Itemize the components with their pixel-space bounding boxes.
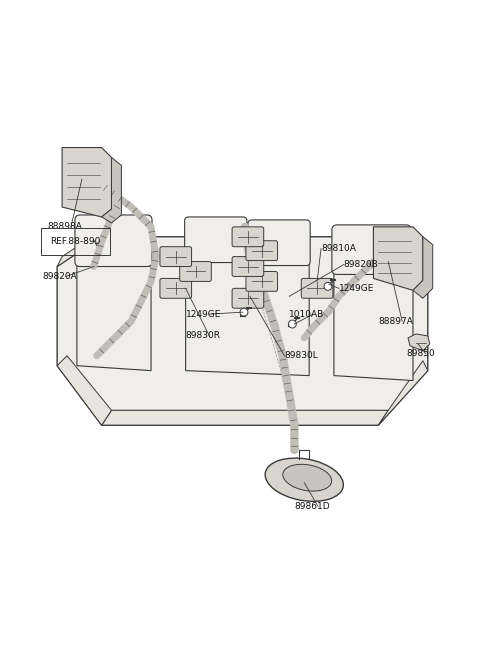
Text: 1249GE: 1249GE: [339, 284, 374, 293]
Polygon shape: [57, 356, 111, 425]
Polygon shape: [77, 262, 151, 371]
Polygon shape: [373, 227, 423, 291]
Ellipse shape: [265, 458, 343, 501]
FancyBboxPatch shape: [75, 215, 152, 266]
Text: 89850: 89850: [406, 349, 435, 358]
Polygon shape: [408, 334, 430, 351]
Polygon shape: [102, 410, 388, 425]
Circle shape: [324, 282, 332, 291]
Polygon shape: [413, 237, 433, 298]
Polygon shape: [102, 157, 121, 223]
Polygon shape: [378, 361, 428, 425]
Text: REF.88-890: REF.88-890: [50, 237, 101, 246]
FancyBboxPatch shape: [248, 220, 310, 266]
FancyBboxPatch shape: [246, 272, 277, 291]
FancyBboxPatch shape: [246, 241, 277, 260]
FancyBboxPatch shape: [332, 225, 411, 274]
Text: 89810A: 89810A: [321, 244, 356, 253]
FancyBboxPatch shape: [232, 256, 264, 276]
Text: 89820B: 89820B: [344, 260, 379, 269]
Text: 89861D: 89861D: [294, 502, 330, 511]
Polygon shape: [57, 237, 428, 425]
Text: 1010AB: 1010AB: [289, 310, 324, 319]
FancyBboxPatch shape: [232, 227, 264, 247]
Text: 1249GE: 1249GE: [186, 310, 221, 319]
FancyBboxPatch shape: [160, 247, 192, 266]
FancyBboxPatch shape: [180, 262, 211, 281]
Polygon shape: [57, 227, 107, 266]
FancyBboxPatch shape: [301, 278, 333, 298]
Circle shape: [288, 320, 296, 328]
FancyBboxPatch shape: [185, 217, 247, 262]
Text: 88897A: 88897A: [378, 317, 413, 325]
Ellipse shape: [283, 464, 332, 491]
Text: 88898A: 88898A: [47, 222, 82, 232]
Text: 89830L: 89830L: [285, 351, 318, 360]
FancyBboxPatch shape: [232, 289, 264, 308]
Circle shape: [240, 308, 248, 316]
Text: 89820A: 89820A: [42, 272, 77, 281]
Polygon shape: [62, 148, 111, 217]
Polygon shape: [334, 266, 413, 380]
Text: 89830R: 89830R: [186, 331, 221, 340]
FancyBboxPatch shape: [160, 278, 192, 298]
Polygon shape: [186, 256, 309, 376]
